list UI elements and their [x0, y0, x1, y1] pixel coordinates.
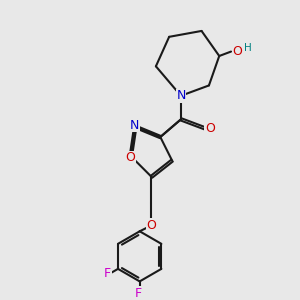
Text: N: N [130, 119, 140, 132]
Text: O: O [205, 122, 215, 135]
Text: O: O [146, 219, 156, 232]
Text: F: F [104, 267, 111, 280]
Text: O: O [232, 45, 242, 58]
Text: H: H [244, 43, 252, 53]
Text: N: N [176, 89, 186, 102]
Text: F: F [135, 287, 142, 300]
Text: O: O [125, 151, 135, 164]
